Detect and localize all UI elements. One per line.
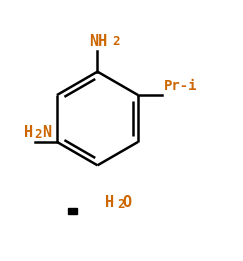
Text: H: H: [24, 125, 33, 140]
Text: Pr-i: Pr-i: [164, 79, 198, 93]
Text: H: H: [105, 195, 114, 210]
Bar: [68, 208, 77, 214]
Text: 2: 2: [112, 35, 120, 48]
Text: 2: 2: [117, 198, 125, 211]
Text: 2: 2: [34, 128, 42, 141]
Text: O: O: [123, 195, 132, 210]
Text: N: N: [42, 125, 51, 140]
Text: NH: NH: [90, 34, 108, 49]
